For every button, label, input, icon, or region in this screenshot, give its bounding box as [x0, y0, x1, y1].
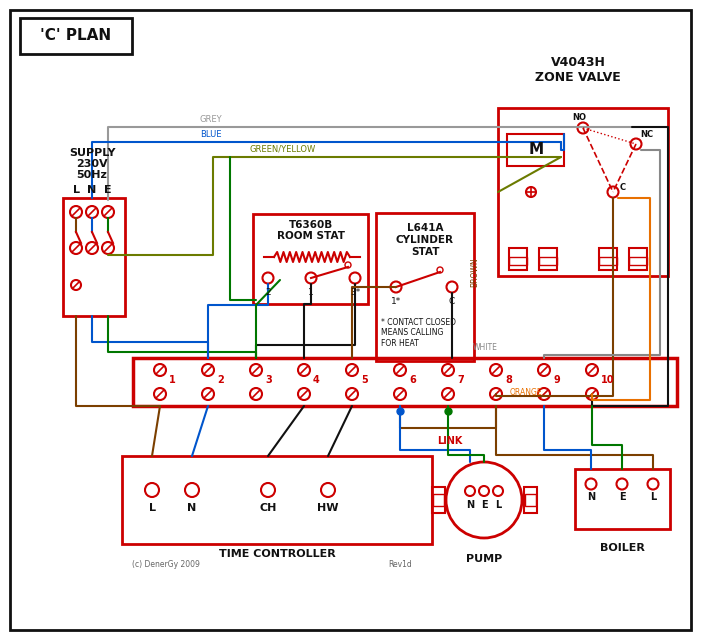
Text: BOILER: BOILER — [600, 543, 644, 553]
Text: NO: NO — [572, 113, 586, 122]
Text: E: E — [618, 492, 625, 502]
Text: ROOM STAT: ROOM STAT — [277, 231, 345, 241]
Text: BROWN: BROWN — [470, 258, 479, 287]
Text: L641A: L641A — [406, 223, 443, 233]
Text: 5: 5 — [361, 375, 368, 385]
Text: N: N — [87, 185, 97, 195]
Text: ORANGE: ORANGE — [510, 388, 543, 397]
Text: BLUE: BLUE — [200, 130, 222, 139]
Text: WHITE: WHITE — [473, 343, 498, 352]
Text: L: L — [72, 185, 79, 195]
Text: 2: 2 — [265, 288, 271, 297]
Text: N: N — [187, 503, 197, 513]
Text: STAT: STAT — [411, 247, 439, 257]
Text: LINK: LINK — [437, 436, 463, 446]
Text: C: C — [449, 297, 455, 306]
Text: PUMP: PUMP — [466, 554, 502, 564]
Text: 50Hz: 50Hz — [77, 170, 107, 180]
Text: 3*: 3* — [350, 288, 360, 297]
Text: 10: 10 — [601, 375, 614, 385]
Text: 1: 1 — [308, 288, 314, 297]
Text: L: L — [495, 500, 501, 510]
Text: 7: 7 — [457, 375, 464, 385]
Text: * CONTACT CLOSED
MEANS CALLING
FOR HEAT: * CONTACT CLOSED MEANS CALLING FOR HEAT — [381, 318, 456, 348]
Text: E: E — [104, 185, 112, 195]
Text: V4043H
ZONE VALVE: V4043H ZONE VALVE — [535, 56, 621, 84]
Text: GREY: GREY — [200, 115, 223, 124]
Text: E: E — [481, 500, 487, 510]
Text: (c) DenerGy 2009: (c) DenerGy 2009 — [132, 560, 200, 569]
Text: 1*: 1* — [391, 297, 401, 306]
Text: 230V: 230V — [77, 159, 108, 169]
Text: 'C' PLAN: 'C' PLAN — [41, 28, 112, 44]
Text: 8: 8 — [505, 375, 512, 385]
Text: C: C — [620, 183, 626, 192]
Text: N: N — [587, 492, 595, 502]
Text: GREEN/YELLOW: GREEN/YELLOW — [250, 145, 316, 154]
Text: SUPPLY: SUPPLY — [69, 148, 115, 158]
Text: CH: CH — [259, 503, 277, 513]
Text: N: N — [466, 500, 474, 510]
Text: CYLINDER: CYLINDER — [396, 235, 454, 245]
Text: 1: 1 — [169, 375, 176, 385]
Text: 9: 9 — [553, 375, 559, 385]
Text: M: M — [529, 142, 543, 158]
Text: L: L — [650, 492, 656, 502]
Text: 6: 6 — [409, 375, 416, 385]
Text: 2: 2 — [217, 375, 224, 385]
Text: 3: 3 — [265, 375, 272, 385]
Text: HW: HW — [317, 503, 339, 513]
Text: L: L — [149, 503, 156, 513]
Text: 4: 4 — [313, 375, 319, 385]
Text: T6360B: T6360B — [289, 220, 333, 230]
Text: TIME CONTROLLER: TIME CONTROLLER — [218, 549, 336, 559]
Text: Rev1d: Rev1d — [388, 560, 412, 569]
Text: NC: NC — [640, 130, 653, 139]
